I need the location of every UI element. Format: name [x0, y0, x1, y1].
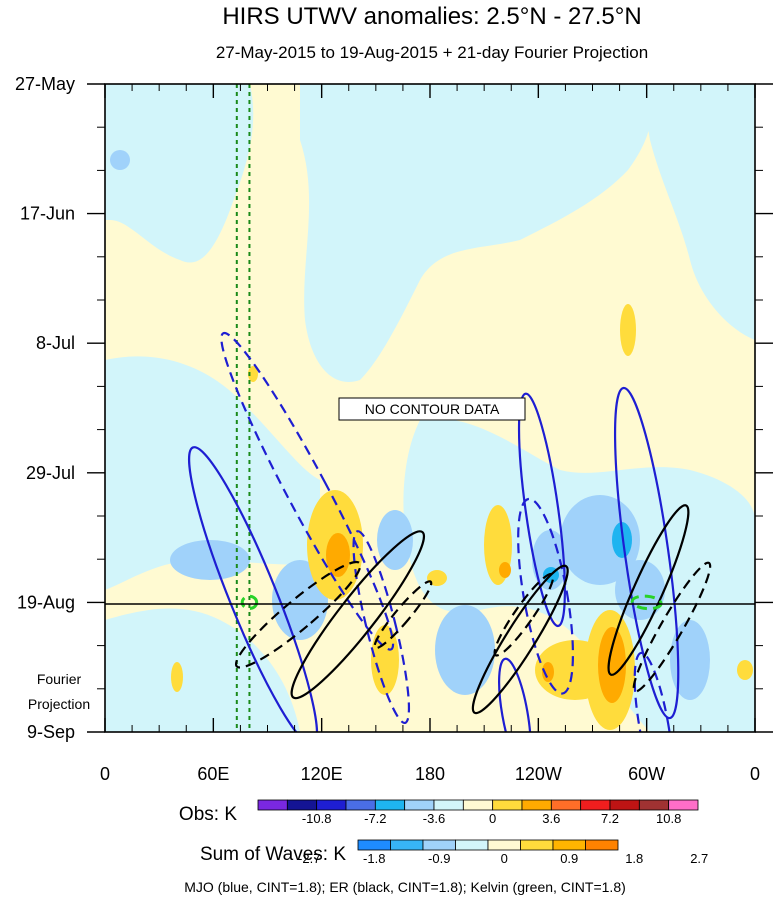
projection-label-line2: Projection — [28, 696, 90, 712]
projection-label-line1: Fourier — [37, 671, 82, 687]
x-tick-label: 60E — [197, 764, 229, 784]
waves-colorbar-swatch — [422, 839, 456, 851]
obs-colorbar-swatch — [374, 799, 406, 811]
obs-colorbar-swatch — [492, 799, 523, 811]
obs-colorbar-swatch — [668, 799, 699, 811]
obs-colorbar-swatch — [550, 799, 582, 811]
obs-colorbar-swatch — [316, 799, 347, 811]
wave-contours — [188, 331, 712, 732]
er-contour-negative — [493, 572, 555, 657]
mjo-contour-positive — [517, 392, 566, 628]
y-tick-label: 29-Jul — [26, 463, 75, 483]
obs-colorbar-swatch — [638, 799, 670, 811]
waves-colorbar-tick-label: 0.9 — [560, 851, 578, 866]
waves-colorbar-swatch — [455, 839, 489, 851]
mjo-contour-positive — [613, 386, 680, 720]
obs-colorbar-swatch — [286, 799, 318, 811]
annotation-box — [338, 397, 526, 421]
er-contour-negative — [373, 580, 433, 650]
obs-colorbar-swatch — [462, 799, 494, 811]
obs-colorbar-swatch — [521, 799, 552, 811]
er-contour-positive — [471, 564, 569, 715]
mjo-contour-negative — [220, 331, 395, 651]
obs-colorbar-tick-label: 7.2 — [601, 811, 619, 826]
obs-colorbar-swatch — [433, 799, 464, 811]
x-tick-label: 180 — [415, 764, 445, 784]
obs-colorbar-swatch — [580, 799, 611, 811]
waves-colorbar-tick-label: 1.8 — [625, 851, 643, 866]
waves-colorbar-tick-label: 2.7 — [690, 851, 708, 866]
waves-colorbar-swatch — [357, 839, 391, 851]
mjo-contour-negative — [352, 530, 411, 725]
mjo-contour-positive — [188, 446, 319, 732]
obs-colorbar-swatch — [609, 799, 640, 811]
kelvin-contour — [240, 594, 259, 611]
obs-colorbar-tick-label: 3.6 — [542, 811, 560, 826]
obs-colorbar-tick-label: -10.8 — [302, 811, 332, 826]
y-tick-label: 9-Sep — [27, 722, 75, 742]
er-contour-positive — [607, 504, 690, 676]
no-contour-annotation: NO CONTOUR DATA — [365, 401, 500, 417]
obs-colorbar-swatch — [345, 799, 376, 811]
x-tick-label: 60W — [628, 764, 665, 784]
plot-area — [105, 84, 755, 732]
waves-colorbar-swatch — [487, 839, 521, 851]
x-tick-label: 0 — [100, 764, 110, 784]
y-tick-label: 19-Aug — [17, 592, 75, 612]
waves-colorbar: -2.7 -1.8 -0.9 0 0.9 1.8 2.7 — [298, 839, 708, 866]
y-tick-label: 27-May — [15, 74, 75, 94]
waves-colorbar-tick-label: -2.7 — [298, 851, 320, 866]
er-contour-negative — [632, 561, 712, 693]
chart-subtitle: 27-May-2015 to 19-Aug-2015 + 21-day Four… — [216, 43, 648, 62]
waves-colorbar-tick-label: 0 — [501, 851, 508, 866]
obs-colorbar-swatch — [404, 799, 435, 811]
obs-colorbar-tick-label: 10.8 — [656, 811, 681, 826]
mjo-contour-negative — [633, 651, 675, 732]
waves-colorbar-label: Sum of Waves: K — [200, 844, 346, 865]
waves-colorbar-swatch — [520, 839, 554, 851]
mjo-contour-positive — [498, 657, 532, 732]
x-tick-label: 120E — [301, 764, 343, 784]
y-tick-label: 8-Jul — [36, 333, 75, 353]
chart-title: HIRS UTWV anomalies: 2.5°N - 27.5°N — [222, 3, 641, 30]
obs-colorbar-tick-label: -7.2 — [364, 811, 386, 826]
obs-colorbar: -10.8 -7.2 -3.6 0 3.6 7.2 10.8 — [257, 799, 699, 826]
waves-colorbar-swatch — [390, 839, 424, 851]
waves-colorbar-swatch — [585, 839, 619, 851]
waves-colorbar-swatch — [552, 839, 586, 851]
chart-footer: MJO (blue, CINT=1.8); ER (black, CINT=1.… — [184, 879, 626, 895]
x-tick-label: 120W — [515, 764, 562, 784]
obs-colorbar-tick-label: 0 — [489, 811, 496, 826]
obs-colorbar-label: Obs: K — [179, 804, 237, 825]
obs-colorbar-tick-label: -3.6 — [423, 811, 445, 826]
waves-colorbar-tick-label: -0.9 — [428, 851, 450, 866]
waves-colorbar-tick-label: -1.8 — [363, 851, 385, 866]
vertical-dashed-lines — [235, 84, 251, 732]
x-tick-label: 0 — [750, 764, 760, 784]
axes: 0 60E 120E 180 120W 60W 0 27-May 17-Jun 8-Jul 29-J… — [15, 74, 773, 784]
obs-colorbar-swatch — [257, 799, 288, 811]
y-tick-label: 17-Jun — [20, 204, 75, 224]
